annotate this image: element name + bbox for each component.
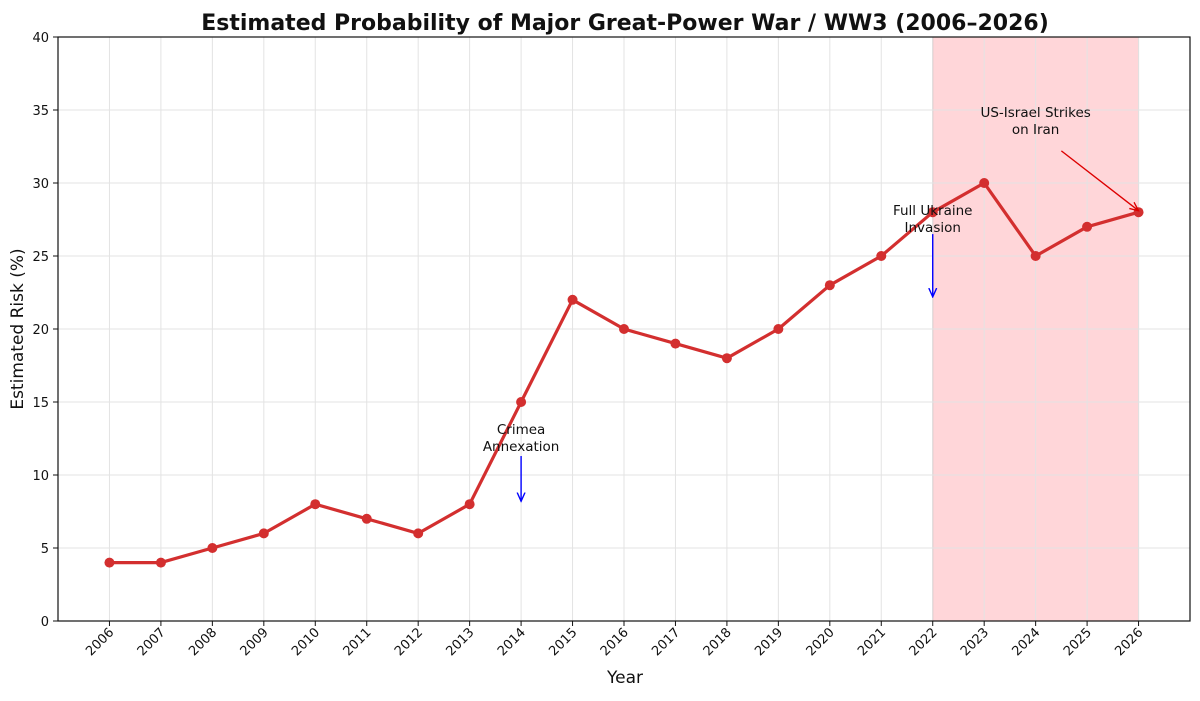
x-tick-label: 2006	[83, 625, 117, 659]
y-tick-label: 15	[32, 396, 49, 411]
annotation-label: Annexation	[483, 439, 560, 455]
x-tick-label: 2021	[855, 625, 889, 659]
x-tick-label: 2014	[495, 625, 529, 659]
annotation-arrow	[1060, 150, 1138, 211]
x-tick-label: 2025	[1061, 625, 1095, 659]
data-point	[567, 294, 578, 305]
x-axis-label: Year	[606, 668, 643, 688]
x-tick-label: 2008	[186, 625, 220, 659]
data-point	[670, 338, 681, 349]
x-tick-label: 2017	[649, 625, 683, 659]
annotation-label: on Iran	[1012, 122, 1059, 138]
data-point	[824, 280, 835, 291]
annotation-label: US-Israel Strikes	[980, 105, 1090, 121]
grid-layer	[58, 36, 1190, 622]
x-tick-label: 2023	[958, 625, 992, 659]
data-point	[516, 397, 527, 407]
chart-title: Estimated Probability of Major Great-Pow…	[201, 11, 1049, 36]
y-tick-label: 10	[32, 469, 49, 484]
data-point	[721, 353, 732, 364]
data-point	[1030, 251, 1041, 261]
x-tick-label: 2018	[701, 625, 735, 659]
y-tick-label: 25	[32, 250, 49, 265]
y-tick-label: 40	[32, 31, 49, 46]
data-point	[876, 251, 887, 261]
data-point	[104, 557, 115, 568]
y-tick-label: 20	[32, 323, 49, 338]
x-tick-label: 2019	[752, 625, 786, 659]
annotation-label: Full Ukraine	[893, 203, 973, 219]
x-tick-label: 2020	[804, 625, 838, 659]
data-point	[619, 324, 629, 334]
x-tick-label: 2026	[1112, 625, 1146, 659]
x-tick-label: 2007	[135, 625, 169, 659]
y-tick-label: 5	[41, 542, 49, 557]
data-point	[1082, 221, 1093, 232]
x-tick-label: 2011	[341, 625, 375, 659]
x-tick-label: 2024	[1009, 625, 1043, 659]
y-axis-label: Estimated Risk (%)	[8, 248, 28, 409]
x-tick-label: 2015	[546, 625, 580, 659]
x-tick-label: 2013	[443, 625, 477, 659]
data-point	[413, 528, 424, 539]
data-point	[258, 528, 269, 539]
x-tick-label: 2022	[907, 625, 941, 659]
x-tick-label: 2016	[598, 625, 632, 659]
data-point	[310, 499, 321, 510]
data-point	[361, 513, 372, 524]
y-tick-label: 0	[41, 615, 49, 630]
data-point	[773, 324, 784, 334]
data-point	[927, 207, 938, 218]
x-tick-label: 2009	[238, 625, 272, 659]
data-point	[207, 543, 218, 553]
x-tick-label: 2012	[392, 625, 426, 659]
series-layer	[104, 178, 1144, 568]
annotation-label: Invasion	[905, 220, 961, 236]
data-point	[979, 178, 990, 188]
data-point	[464, 499, 475, 510]
annotation-label: Crimea	[497, 422, 545, 438]
data-point	[155, 557, 166, 568]
y-tick-label: 35	[32, 104, 49, 119]
y-tick-label: 30	[32, 177, 49, 192]
x-tick-label: 2010	[289, 625, 323, 659]
